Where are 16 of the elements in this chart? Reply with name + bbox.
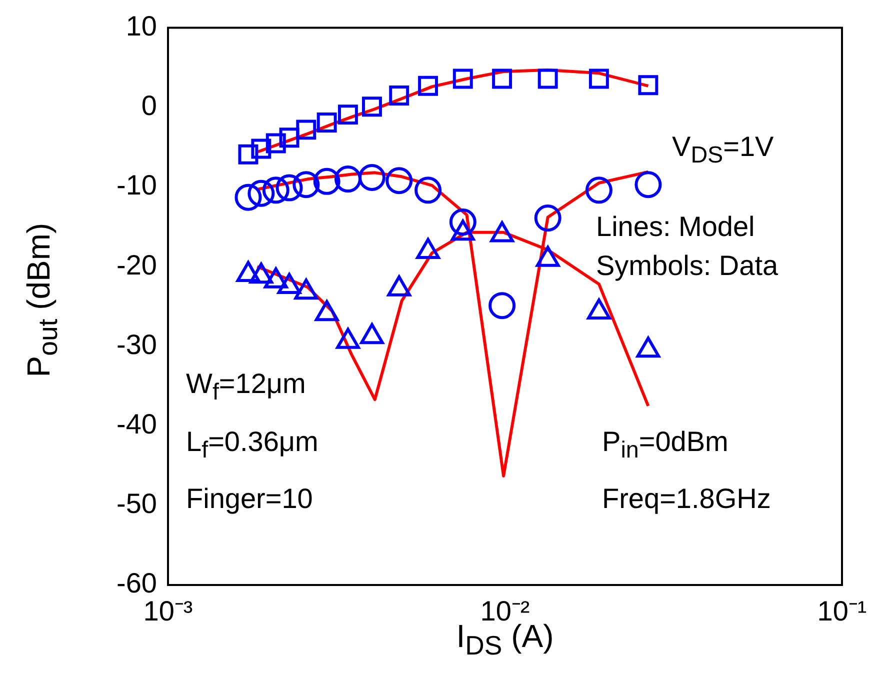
annotation: L$_{f}$=0.36μm [186,426,318,463]
annotation: Symbols: Data [596,250,778,281]
annotation: P$_{in}$=0dBm [602,426,728,463]
annotation: Finger=10 [186,483,313,514]
y-tick-label: -20 [116,249,157,280]
x-tick-label: 10⁻¹ [817,596,867,627]
y-tick-label: 10 [126,10,157,42]
annotation: Lines: Model [596,211,755,242]
annotation: Freq=1.8GHz [602,483,771,514]
y-tick-label: -50 [116,488,157,520]
y-tick-label: -40 [116,408,157,440]
y-tick-label: 0 [141,90,157,122]
annotation: W$_{f}$=12μm [186,368,306,405]
annotation: V$_{DS}$=1V [672,131,774,168]
y-tick-label: -30 [116,328,157,360]
y-tick-label: -10 [116,170,157,201]
